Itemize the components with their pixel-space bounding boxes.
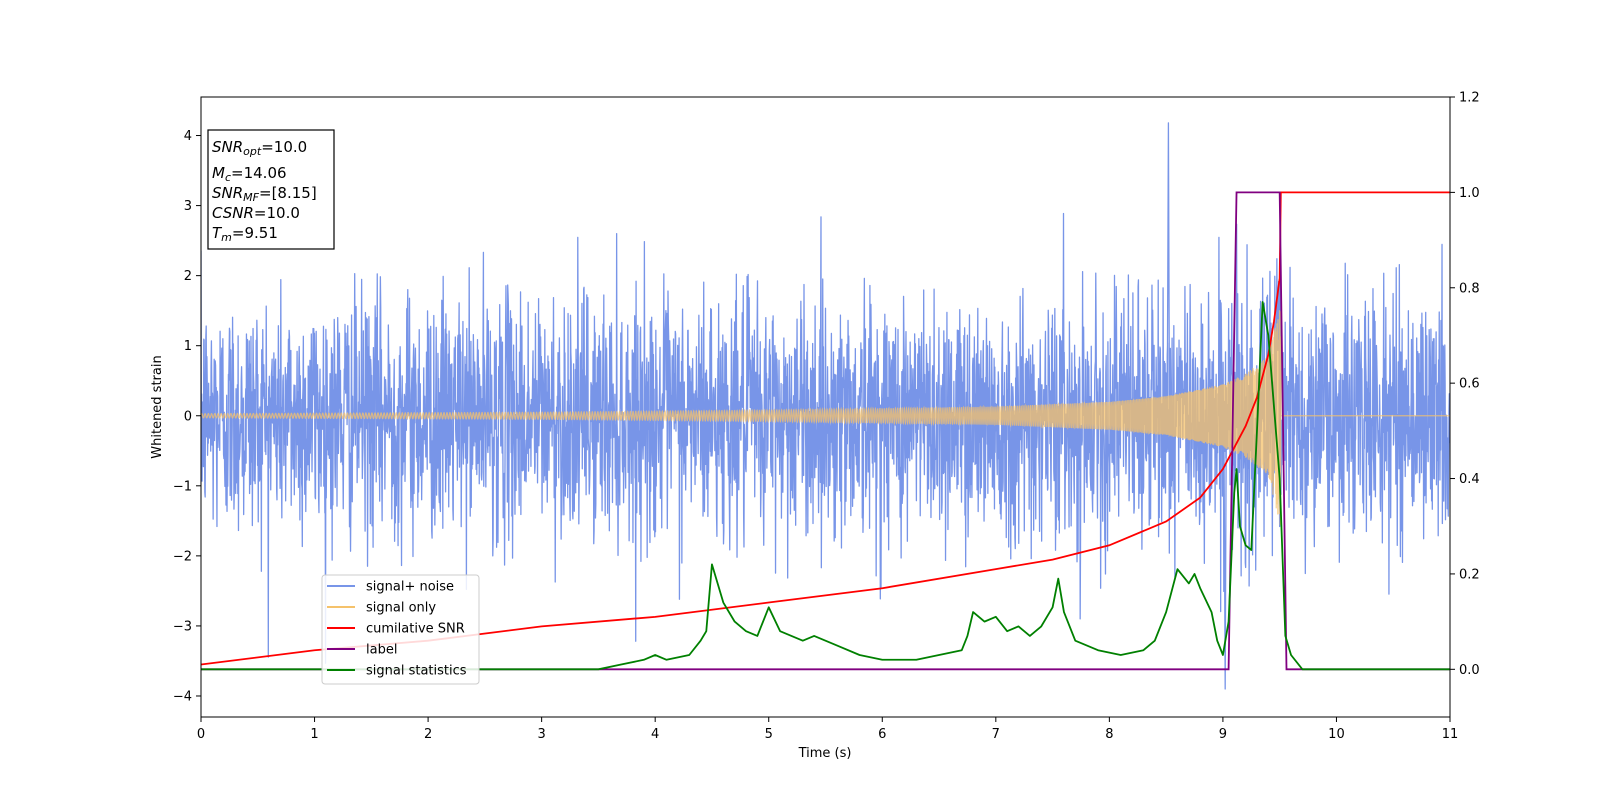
info-line: SNRopt=10.0 — [212, 138, 307, 158]
legend-frame — [321, 574, 480, 685]
x-tick-label: 6 — [878, 727, 886, 742]
x-tick-label: 5 — [765, 727, 773, 742]
y-tick-label: −3 — [173, 619, 192, 634]
y-tick-label: −1 — [173, 479, 192, 494]
info-line: Mc=14.06 — [212, 164, 287, 184]
legend-entry: label — [366, 643, 397, 658]
x-tick-label: 4 — [651, 727, 659, 742]
info-line: Tm=9.51 — [212, 224, 278, 244]
y-tick-label: −4 — [173, 689, 192, 704]
y-tick-label: −2 — [173, 549, 192, 564]
x-tick-label: 1 — [310, 727, 318, 742]
legend: signal+ noise signal only cumilative SNR la… — [321, 574, 480, 685]
x-tick-label: 0 — [197, 727, 205, 742]
legend-entry: signal only — [366, 601, 436, 616]
y2-tick-label: 0.8 — [1459, 281, 1480, 296]
info-box: SNRopt=10.0 Mc=14.06SNRMF=[8.15]CSNR=10.0… — [207, 129, 335, 250]
series-signal-statistics-line — [201, 301, 1450, 671]
y-tick-label: 0 — [184, 409, 192, 424]
y-axis-left: −4 −3 −2 −1 0 1 2 3 4 — [173, 129, 201, 704]
x-tick-label: 11 — [1442, 727, 1459, 742]
y2-tick-label: 0.0 — [1459, 663, 1480, 678]
x-tick-label: 2 — [424, 727, 432, 742]
y-axis-right: 0.0 0.2 0.4 0.6 0.8 1.0 1.2 — [1450, 91, 1480, 678]
y-tick-label: 4 — [184, 129, 192, 144]
x-tick-label: 7 — [992, 727, 1000, 742]
info-line: SNRMF=[8.15] — [212, 184, 317, 204]
x-tick-label: 10 — [1328, 727, 1345, 742]
legend-entry: signal statistics — [366, 664, 467, 679]
x-tick-label: 8 — [1105, 727, 1113, 742]
y2-tick-label: 0.2 — [1459, 567, 1480, 582]
series-signal-only-line — [201, 310, 1450, 526]
x-tick-label: 3 — [537, 727, 545, 742]
legend-entry: cumilative SNR — [366, 622, 465, 637]
plot-frame — [200, 96, 1451, 718]
y2-tick-label: 0.4 — [1459, 472, 1480, 487]
y-tick-label: 2 — [184, 269, 192, 284]
x-axis: 0 1 2 3 4 5 6 7 8 9 10 11 — [197, 717, 1458, 742]
info-box-frame — [207, 129, 335, 250]
y2-tick-label: 1.0 — [1459, 186, 1480, 201]
series-signal-noise-line — [201, 122, 1450, 690]
legend-entry: signal+ noise — [366, 580, 454, 595]
y-tick-label: 3 — [184, 199, 192, 214]
series-cumulative-snr-line — [201, 191, 1450, 666]
y2-tick-label: 0.6 — [1459, 377, 1480, 392]
x-axis-label: Time (s) — [798, 746, 852, 761]
info-line: CSNR=10.0 — [212, 204, 300, 222]
y-axis-label: Whitened strain — [150, 355, 165, 458]
y-tick-label: 1 — [184, 339, 192, 354]
x-tick-label: 9 — [1219, 727, 1227, 742]
y2-tick-label: 1.2 — [1459, 91, 1480, 106]
